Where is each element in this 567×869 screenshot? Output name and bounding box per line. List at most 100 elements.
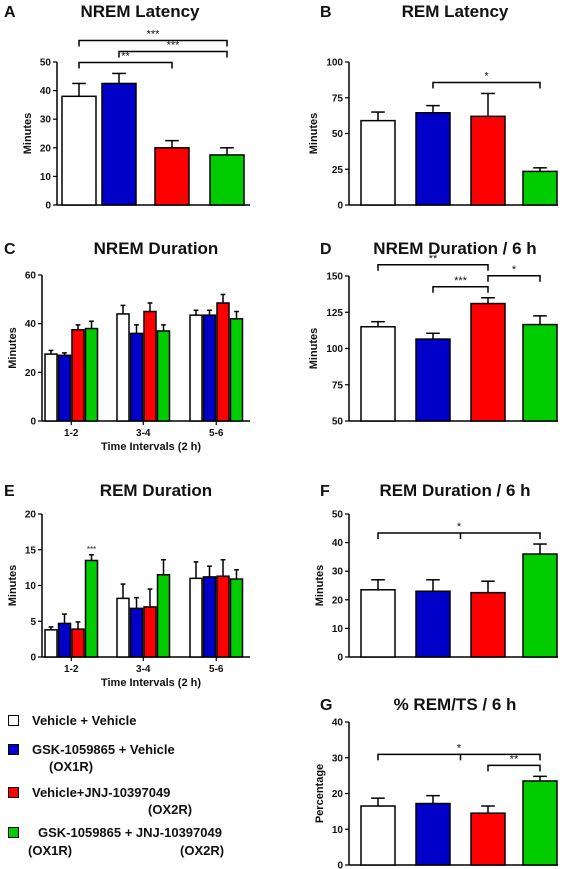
y-tick-label: 40 xyxy=(332,718,344,729)
significance-label: ** xyxy=(121,50,130,62)
legend-swatch-ox1r xyxy=(8,744,19,755)
bar-vehicle xyxy=(44,353,58,422)
y-axis-label: Minutes xyxy=(308,328,320,370)
bar-ox2r xyxy=(470,302,506,422)
chart-B: B REM Latency 0 25 50 75 100 Minutes * xyxy=(308,2,558,212)
chart-C: C NREM Duration 0 20 40 60 Minutes 1-2 3-4 5-6 Tim… xyxy=(4,239,250,453)
y-tick-label: 5 xyxy=(30,617,36,628)
y-tick-label: 40 xyxy=(25,319,37,330)
chart-title: NREM Duration xyxy=(94,239,219,258)
y-tick-label: 20 xyxy=(332,595,344,606)
bar-ox2r xyxy=(470,115,506,206)
y-axis-label: Minutes xyxy=(22,113,34,155)
panel-letter: G xyxy=(320,697,332,714)
y-tick-label: 30 xyxy=(332,753,344,764)
y-tick-label: 50 xyxy=(332,129,344,140)
y-tick-label: 30 xyxy=(40,115,52,126)
x-axis-label: Time Intervals (2 h) xyxy=(101,441,201,453)
bar-ox2r xyxy=(143,310,157,422)
bar-vehicle xyxy=(44,629,58,658)
y-tick-label: 20 xyxy=(332,789,344,800)
bar-vehicle xyxy=(360,589,396,658)
bar-dual xyxy=(522,780,558,866)
legend-swatch-ox2r xyxy=(8,787,19,798)
bar-ox1r xyxy=(415,590,451,658)
bar-vehicle xyxy=(189,314,203,422)
y-tick-label: 60 xyxy=(25,271,37,282)
y-tick-label: 100 xyxy=(326,344,343,355)
chart-title: REM Latency xyxy=(402,2,509,21)
y-tick-label: 0 xyxy=(337,653,343,664)
panel-letter: B xyxy=(320,4,332,21)
legend-swatch-dual xyxy=(8,827,19,838)
chart-title: NREM Latency xyxy=(80,2,200,21)
significance-bracket xyxy=(432,286,489,293)
bar-ox2r xyxy=(71,628,85,658)
bar-dual xyxy=(522,170,558,206)
y-tick-label: 0 xyxy=(337,861,343,869)
y-tick-label: 150 xyxy=(326,272,343,283)
significance-bracket xyxy=(487,764,541,772)
y-tick-label: 10 xyxy=(40,172,52,183)
bar-vehicle xyxy=(116,597,130,658)
panel-letter: E xyxy=(4,483,15,500)
bar-ox2r xyxy=(143,606,157,658)
chart-title: REM Duration / 6 h xyxy=(379,481,530,500)
legend-sub-ox1r: (OX1R) xyxy=(49,759,94,774)
chart-title: NREM Duration / 6 h xyxy=(373,239,536,258)
chart-F: F REM Duration / 6 h 0 10 20 30 40 50 Minutes * xyxy=(314,481,558,664)
bar-ox1r xyxy=(57,622,72,658)
legend-sub-dual-ox1r: (OX1R) xyxy=(28,843,73,858)
x-tick-label: 3-4 xyxy=(136,664,151,675)
chart-title: REM Duration xyxy=(100,481,212,500)
y-axis-label: Minutes xyxy=(7,327,19,369)
bar-vehicle xyxy=(189,577,203,658)
bar-ox1r xyxy=(202,314,217,422)
x-tick-label: 3-4 xyxy=(136,428,151,439)
legend: Vehicle + Vehicle GSK-1059865 + Vehicle … xyxy=(0,700,300,869)
y-tick-label: 25 xyxy=(332,165,344,176)
bar-ox2r xyxy=(216,575,230,658)
bar-ox1r xyxy=(202,576,217,658)
y-axis-label: Minutes xyxy=(7,565,19,607)
bar-dual xyxy=(229,578,244,658)
y-tick-label: 50 xyxy=(332,510,344,521)
bar-ox1r xyxy=(57,354,72,422)
bar-vehicle xyxy=(360,805,396,866)
legend-label-dual: GSK-1059865 + JNJ-10397049 xyxy=(38,825,222,840)
y-tick-label: 50 xyxy=(332,417,344,428)
significance-bracket xyxy=(432,81,541,89)
y-axis-label: Minutes xyxy=(314,565,326,607)
y-tick-label: 100 xyxy=(326,58,343,69)
significance-label: * xyxy=(512,264,517,276)
y-tick-label: 40 xyxy=(40,86,52,97)
significance-label: *** xyxy=(454,275,468,287)
bar-dual xyxy=(156,330,171,422)
y-axis-label: Minutes xyxy=(308,113,320,155)
y-tick-label: 75 xyxy=(332,93,344,104)
y-tick-label: 0 xyxy=(337,201,343,212)
bar-dual xyxy=(522,323,558,422)
y-tick-label: 0 xyxy=(30,417,36,428)
y-tick-label: 15 xyxy=(25,545,37,556)
bar-vehicle xyxy=(360,326,396,422)
y-tick-label: 20 xyxy=(25,510,37,521)
bar-ox1r xyxy=(415,112,451,206)
bar-ox2r xyxy=(470,812,506,866)
significance-bracket xyxy=(118,50,228,58)
significance-label: ** xyxy=(429,253,438,265)
bar-ox1r xyxy=(415,338,451,422)
significance-label: * xyxy=(457,521,462,533)
chart-D: D NREM Duration / 6 h 50 75 100 125 150 Minutes… xyxy=(308,239,558,428)
y-tick-label: 10 xyxy=(332,825,344,836)
significance-bracket xyxy=(377,532,541,540)
x-axis-label: Time Intervals (2 h) xyxy=(101,677,201,689)
legend-label-ox1r: GSK-1059865 + Vehicle xyxy=(32,742,175,757)
legend-label-ox2r: Vehicle+JNJ-10397049 xyxy=(32,785,171,800)
panel-letter: A xyxy=(4,4,16,21)
y-tick-label: 10 xyxy=(332,624,344,635)
y-tick-label: 125 xyxy=(326,308,343,319)
bar-dual xyxy=(156,574,171,658)
